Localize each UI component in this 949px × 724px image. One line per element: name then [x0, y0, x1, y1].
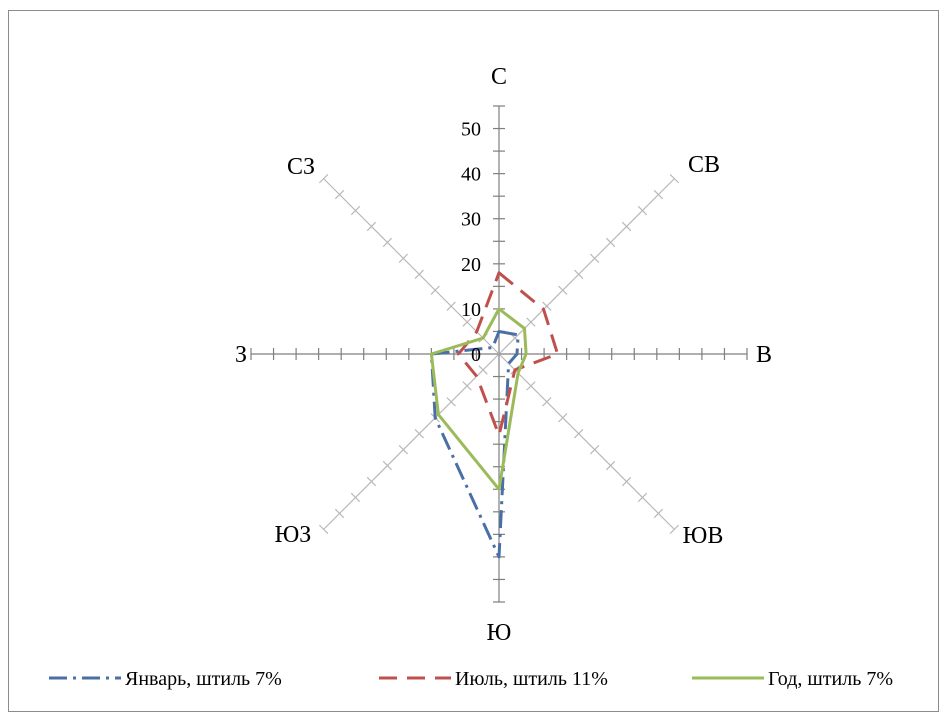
axis-tick — [621, 221, 632, 232]
axis-tick — [350, 205, 361, 216]
axis-tick — [574, 269, 584, 279]
axis-tick — [366, 221, 377, 232]
direction-label-Ю: Ю — [487, 620, 512, 646]
axis-tick — [334, 189, 345, 200]
axis-tick — [350, 492, 361, 503]
axis-tick — [382, 237, 393, 248]
direction-label-СЗ: СЗ — [287, 154, 315, 180]
axis-tick — [542, 397, 552, 407]
axis-tick — [462, 317, 472, 327]
axis-tick — [542, 301, 552, 311]
axis-tick — [621, 476, 632, 487]
axis-spoke-ЮЗ — [323, 353, 500, 530]
series-line-0 — [429, 330, 520, 559]
radial-tick-label: 50 — [461, 119, 481, 141]
direction-label-В: В — [756, 342, 772, 368]
axis-tick — [334, 508, 345, 519]
direction-label-З: З — [235, 342, 247, 368]
legend-label-1: Июль, штиль 11% — [455, 668, 608, 690]
axis-spoke-ЮВ — [498, 353, 675, 530]
direction-label-С: С — [491, 64, 507, 90]
axis-tick — [318, 524, 329, 535]
axis-tick — [669, 524, 680, 535]
radar-axes — [250, 105, 748, 603]
direction-label-ЮЗ: ЮЗ — [275, 522, 312, 548]
axis-tick — [637, 492, 648, 503]
axis-tick — [605, 237, 616, 248]
axis-tick — [430, 285, 440, 295]
axis-tick — [414, 429, 424, 439]
axis-tick — [526, 381, 536, 391]
direction-label-СВ: СВ — [688, 152, 720, 178]
axis-tick — [589, 253, 600, 264]
direction-label-ЮВ: ЮВ — [683, 523, 724, 549]
radial-tick-label: 10 — [461, 299, 481, 321]
axis-tick — [526, 317, 536, 327]
radial-tick-label: 0 — [471, 344, 481, 366]
axis-tick — [653, 508, 664, 519]
legend: Январь, штиль 7% Июль, штиль 11% Год, штил… — [49, 668, 893, 690]
series-line-2 — [429, 307, 528, 491]
axis-tick — [558, 413, 568, 423]
legend-label-0: Январь, штиль 7% — [125, 668, 282, 690]
axis-tick — [446, 301, 456, 311]
axis-spoke-СВ — [498, 178, 675, 355]
axis-tick — [478, 365, 488, 375]
radar-series — [429, 271, 560, 559]
axis-tick — [414, 269, 424, 279]
axis-tick — [653, 189, 664, 200]
axis-tick — [366, 476, 377, 487]
radial-tick-label: 30 — [461, 209, 481, 231]
radar-labels: 0 10 20 30 40 50 С СВ В ЮВ Ю ЮЗ З СЗ — [235, 64, 772, 646]
axis-tick — [398, 444, 409, 455]
axis-spoke-СЗ — [323, 178, 500, 355]
axis-tick — [605, 460, 616, 471]
radial-tick-label: 20 — [461, 254, 481, 276]
axis-tick — [558, 285, 568, 295]
axis-tick — [462, 381, 472, 391]
legend-label-2: Год, штиль 7% — [768, 668, 893, 690]
chart-frame: 0 10 20 30 40 50 С СВ В ЮВ Ю ЮЗ З СЗ Январь, штиль 7%… — [8, 10, 939, 712]
axis-tick — [382, 460, 393, 471]
axis-tick — [574, 429, 584, 439]
radar-chart: 0 10 20 30 40 50 С СВ В ЮВ Ю ЮЗ З СЗ Январь, штиль 7%… — [49, 64, 893, 690]
axis-tick — [589, 444, 600, 455]
axis-tick — [637, 205, 648, 216]
axis-tick — [446, 397, 456, 407]
radial-tick-label: 40 — [461, 164, 481, 186]
axis-tick — [398, 253, 409, 264]
series-line-1 — [456, 271, 560, 437]
axis-tick — [669, 173, 680, 184]
axis-tick — [318, 173, 329, 184]
